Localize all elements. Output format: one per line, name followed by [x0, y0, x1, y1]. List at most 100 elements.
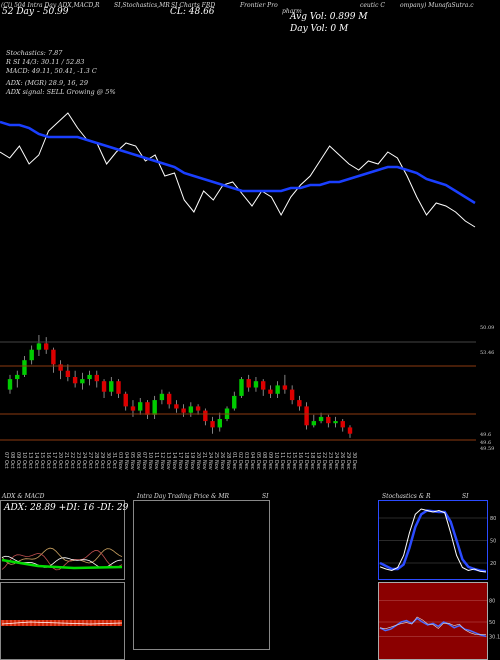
candle-body — [123, 393, 128, 407]
date-label: 30 Dec — [351, 452, 357, 470]
candle-body — [72, 377, 78, 384]
candle-body — [51, 349, 56, 365]
adx-panel — [0, 500, 125, 580]
candle-body — [174, 404, 179, 409]
date-label: 13 Oct — [27, 452, 33, 469]
date-label: 07 Oct — [3, 452, 9, 469]
main-chart: 07 Oct 08 Oct 09 Oct 10 Oct 13 Oct 14 Oct 15 O… — [0, 112, 476, 470]
adx-panel-title: ADX & MACD — [2, 493, 45, 500]
date-label: 03 Nov — [117, 452, 123, 470]
adx-readout: ADX: (MGR) 28.9, 16, 29 — [6, 79, 88, 87]
date-label: 22 Dec — [321, 452, 327, 470]
date-label: 10 Dec — [273, 452, 279, 470]
date-label: 03 Dec — [243, 452, 249, 470]
date-label: 28 Oct — [93, 452, 99, 469]
candle-body — [333, 421, 338, 424]
macd-readout: MACD: 49.11, 50.41, -1.3 C — [6, 67, 97, 75]
candle-body — [29, 349, 34, 361]
candle-body — [195, 406, 201, 411]
stochastics-readout: Stochastics: 7.87 — [6, 49, 63, 57]
candle-body — [318, 416, 324, 422]
date-label: 21 Nov — [201, 452, 207, 470]
date-label: 02 Dec — [237, 452, 243, 470]
date-label: 11 Nov — [153, 452, 159, 470]
date-label: 14 Nov — [171, 452, 177, 470]
date-label: 26 Nov — [219, 452, 225, 470]
mrsi-panel — [133, 500, 270, 650]
candle-body — [94, 374, 100, 382]
date-label: 18 Nov — [183, 452, 189, 470]
stoch-panel-title: Stochastics & R — [382, 493, 431, 500]
candle-body — [340, 421, 345, 428]
date-label: 09 Dec — [267, 452, 273, 470]
candle-body — [15, 374, 20, 380]
candle-body — [289, 389, 295, 401]
candle-body — [268, 389, 273, 394]
rsi-panel — [378, 582, 488, 660]
header-title-2: SI,Stochastics,MR — [114, 2, 170, 9]
price-level-1: 50.09 — [480, 325, 495, 331]
date-label: 10 Oct — [21, 452, 27, 469]
rsi-tick-label: 80 — [489, 598, 495, 604]
candle-body — [101, 381, 107, 392]
day-volume: Day Vol: 0 M — [290, 24, 349, 34]
candle-body — [22, 360, 27, 375]
candle-body — [145, 402, 150, 415]
candle-body — [130, 406, 136, 411]
date-label: 25 Nov — [213, 452, 219, 470]
date-label: 24 Nov — [207, 452, 213, 470]
date-label: 09 Oct — [15, 452, 21, 469]
date-label: 16 Oct — [45, 452, 51, 469]
candle-body — [246, 379, 251, 388]
date-label: 23 Dec — [327, 452, 333, 470]
date-label: 17 Oct — [51, 452, 57, 469]
date-label: 28 Nov — [225, 452, 231, 470]
date-label: 27 Oct — [87, 452, 93, 469]
stoch-slow-line — [379, 509, 487, 573]
date-label: 13 Nov — [165, 452, 171, 470]
close-price: CL: 48.66 — [170, 7, 215, 17]
date-label: 24 Oct — [81, 452, 87, 469]
day-range: 52 Day - 50.99 — [2, 7, 69, 17]
candle-body — [260, 381, 266, 390]
rsi-readout: R SI 14/3: 30.11 / 52.83 — [6, 58, 85, 66]
header-title-3: SI Charts FRD — [171, 2, 216, 9]
candle-body — [152, 400, 157, 415]
date-label: 16 Dec — [297, 452, 303, 470]
moving-average-line — [0, 120, 476, 205]
date-label: 05 Dec — [255, 452, 261, 470]
date-label: 26 Dec — [339, 452, 345, 470]
candle-body — [43, 343, 49, 350]
candle-body — [116, 381, 121, 394]
date-label: 19 Nov — [189, 452, 195, 470]
stoch-panel — [378, 500, 488, 580]
date-label: 15 Dec — [291, 452, 297, 470]
adx-trend-line — [1, 558, 123, 570]
date-label: 11 Dec — [279, 452, 285, 470]
date-label: 20 Nov — [195, 452, 201, 470]
mrsi-panel-title: Intra Day Trading Price & MR — [137, 493, 230, 500]
header-title-5: pharm — [282, 8, 302, 15]
stoch-tick-label: 20 — [490, 561, 496, 567]
candle-body — [239, 379, 244, 396]
candle-body — [304, 406, 309, 426]
date-label: 29 Oct — [99, 452, 105, 469]
rsi-signal-line — [379, 616, 487, 635]
stoch-panel-title-2: SI — [462, 493, 469, 500]
date-label: 17 Dec — [303, 452, 309, 470]
candle-body — [188, 406, 194, 413]
adx-signal: ADX signal: SELL Growing @ 5% — [6, 88, 116, 96]
date-label: 08 Dec — [261, 452, 267, 470]
date-label: 12 Dec — [285, 452, 291, 470]
date-label: 04 Nov — [123, 452, 129, 470]
avg-volume: Avg Vol: 0.899 M — [290, 12, 368, 22]
candle-body — [7, 379, 13, 390]
stoch-tick-label: 50 — [490, 539, 496, 545]
candle-body — [232, 395, 237, 409]
macd-line — [1, 621, 123, 625]
candle-body — [109, 381, 114, 392]
date-label: 24 Dec — [333, 452, 339, 470]
price-level-2: 53.46 — [480, 350, 495, 356]
candle-body — [181, 408, 186, 413]
